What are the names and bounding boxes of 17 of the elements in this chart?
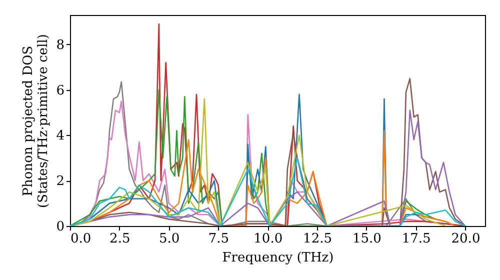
x-tick-label: 15.0 [352, 232, 382, 246]
x-axis-title: Frequency (THz) [222, 250, 334, 266]
y-tick-label: 2 [56, 174, 64, 190]
x-tick-label: 17.5 [402, 232, 431, 246]
y-axis-title: Phonon projected DOS (States/THz·primitive cell) [21, 34, 52, 208]
x-tick-label: 10.0 [254, 232, 283, 246]
y-tick-label: 0 [56, 220, 64, 234]
y-tick-label: 6 [56, 83, 64, 98]
line-series [70, 157, 466, 226]
y-tick-label: 8 [56, 38, 64, 53]
x-tick-label: 0.0 [70, 232, 92, 246]
x-tick-label: 2.5 [110, 232, 130, 246]
x-tick-label: 12.5 [303, 232, 332, 246]
x-tick-label: 20.0 [451, 232, 480, 246]
y-tick-label: 4 [56, 128, 64, 144]
x-tick-label: 5.0 [158, 232, 180, 246]
x-tick-label: 7.5 [208, 232, 230, 246]
